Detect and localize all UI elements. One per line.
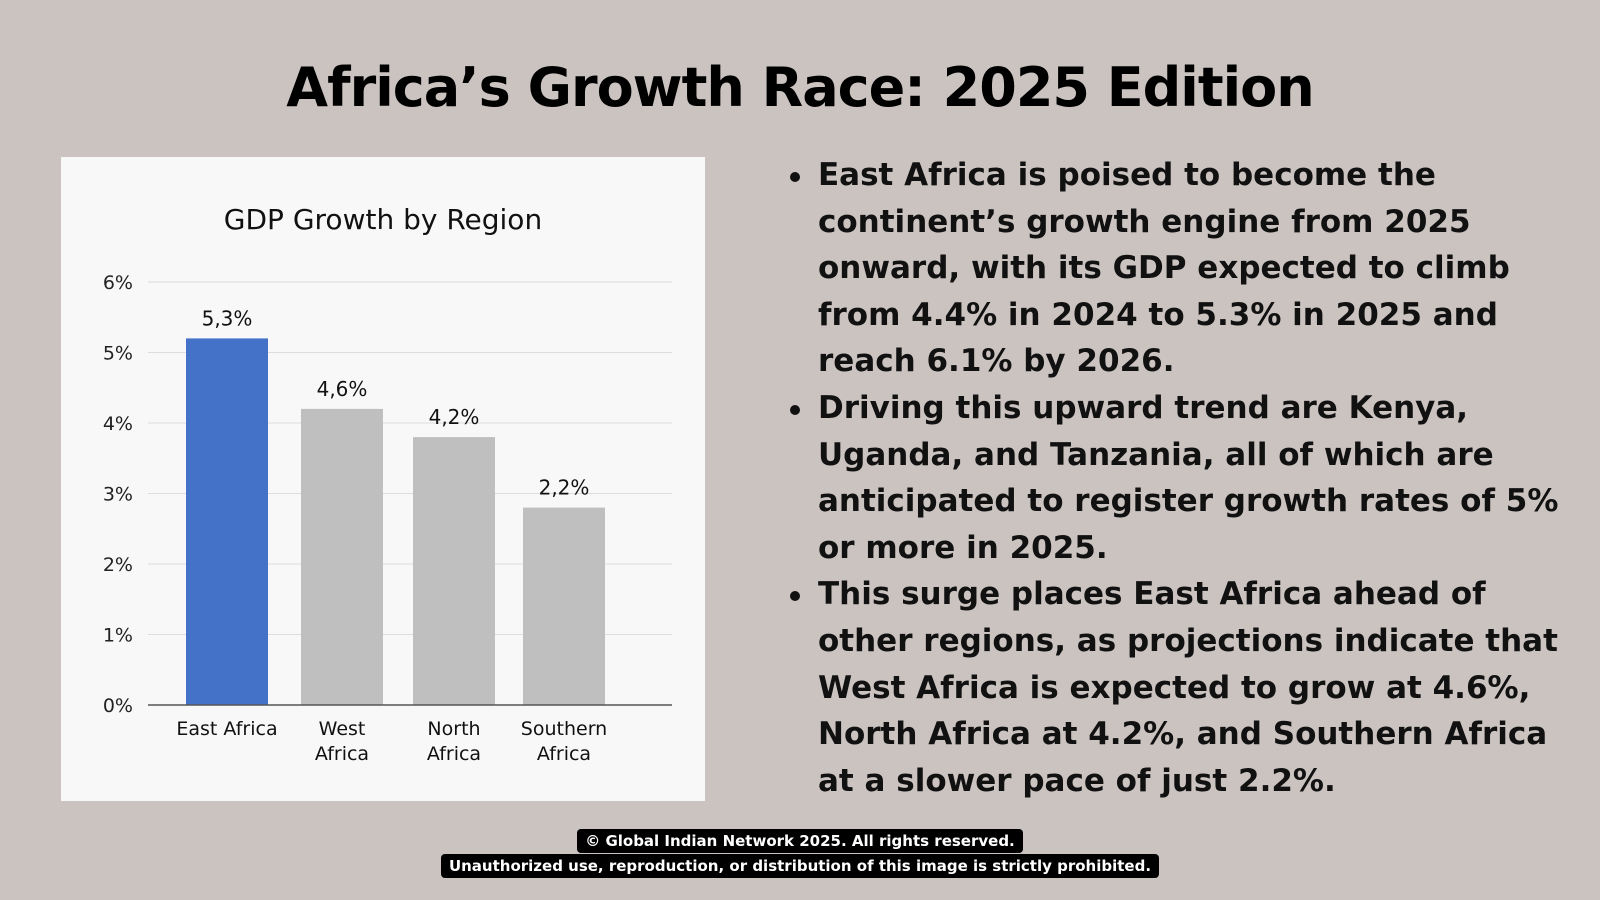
x-tick-label: East Africa <box>176 718 277 740</box>
y-tick-label: 4% <box>103 413 133 435</box>
y-tick-label: 1% <box>103 625 133 647</box>
x-tick-label: Africa <box>537 743 591 765</box>
x-tick-label: Africa <box>427 743 481 765</box>
chart-title: GDP Growth by Region <box>224 203 542 236</box>
gdp-bar-chart: GDP Growth by Region 0% 1% 2% 3% 4% 5% 6% 5,3% Ea… <box>103 203 672 765</box>
bullet-item-comparison: This surge places East Africa ahead of o… <box>790 571 1570 804</box>
data-label: 5,3% <box>202 306 253 330</box>
x-tick-label: North <box>427 718 480 740</box>
x-tick-label: West <box>319 718 366 740</box>
usage-warning-line: Unauthorized use, reproduction, or distr… <box>440 854 1160 878</box>
bar-3 <box>523 507 605 705</box>
bullet-item-drivers: Driving this upward trend are Kenya, Uga… <box>790 385 1570 571</box>
bar-1 <box>301 408 383 705</box>
y-tick-label: 2% <box>103 554 133 576</box>
y-tick-label: 0% <box>103 695 133 717</box>
bar-2 <box>413 437 495 705</box>
data-label: 4,2% <box>429 405 480 429</box>
bullet-list: East Africa is poised to become the cont… <box>790 152 1570 804</box>
copyright-line: © Global Indian Network 2025. All rights… <box>577 829 1023 853</box>
bar-0 <box>186 338 268 705</box>
data-label: 2,2% <box>539 476 590 500</box>
y-tick-label: 6% <box>103 272 133 294</box>
x-tick-label: Southern <box>521 718 607 740</box>
y-tick-label: 5% <box>103 343 133 365</box>
copyright-notice: © Global Indian Network 2025. All rights… <box>0 829 1600 878</box>
data-label: 4,6% <box>317 377 368 401</box>
y-tick-label: 3% <box>103 484 133 506</box>
chart-panel: GDP Growth by Region 0% 1% 2% 3% 4% 5% 6% 5,3% Ea… <box>61 157 705 801</box>
bullet-item-east-africa: East Africa is poised to become the cont… <box>790 152 1570 385</box>
x-tick-label: Africa <box>315 743 369 765</box>
page-title: Africa’s Growth Race: 2025 Edition <box>286 56 1314 119</box>
